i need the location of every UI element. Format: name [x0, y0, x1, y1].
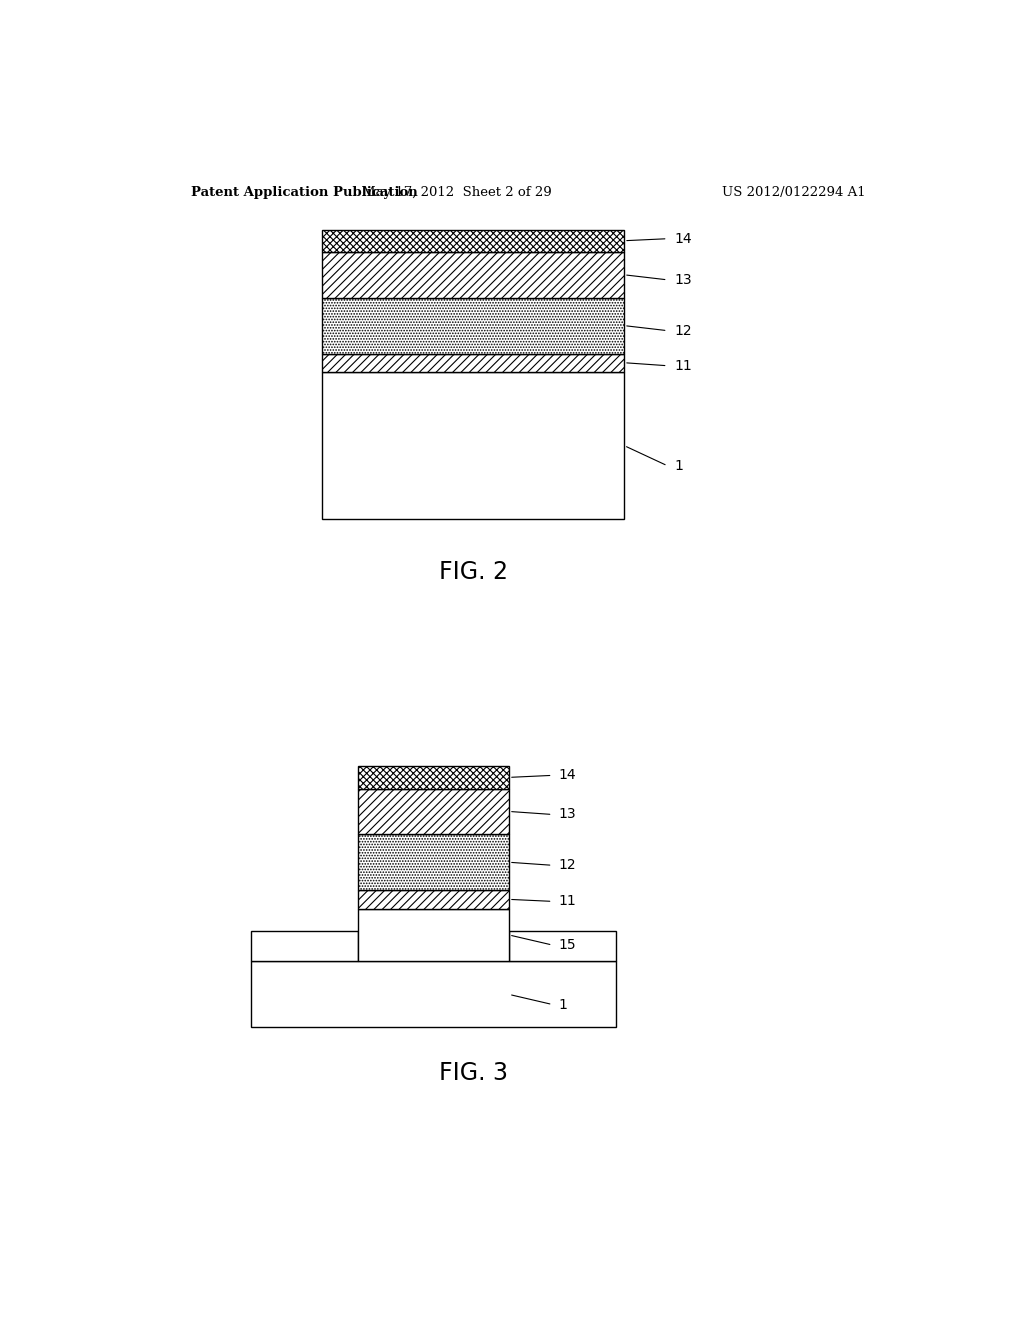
Text: 1: 1: [559, 998, 567, 1011]
Text: 13: 13: [559, 808, 577, 821]
Text: May 17, 2012  Sheet 2 of 29: May 17, 2012 Sheet 2 of 29: [362, 186, 552, 199]
Text: 14: 14: [674, 232, 691, 246]
Bar: [323, 252, 624, 297]
Text: 13: 13: [674, 273, 691, 286]
Bar: [251, 961, 616, 1027]
Text: 1: 1: [674, 459, 683, 473]
Bar: [323, 372, 624, 519]
Text: FIG. 2: FIG. 2: [438, 560, 508, 583]
Bar: [323, 354, 624, 372]
Bar: [323, 230, 624, 252]
Text: 12: 12: [559, 858, 577, 873]
Text: 11: 11: [559, 895, 577, 908]
Text: FIG. 3: FIG. 3: [438, 1061, 508, 1085]
Bar: [251, 931, 358, 961]
Text: 15: 15: [559, 939, 577, 952]
Bar: [358, 890, 509, 908]
Text: 12: 12: [674, 323, 691, 338]
Bar: [323, 297, 624, 354]
Bar: [358, 908, 509, 961]
Text: Patent Application Publication: Patent Application Publication: [191, 186, 418, 199]
Text: 14: 14: [559, 768, 577, 783]
Bar: [509, 931, 616, 961]
Text: US 2012/0122294 A1: US 2012/0122294 A1: [722, 186, 866, 199]
Text: 11: 11: [674, 359, 692, 372]
Bar: [358, 788, 509, 834]
Bar: [358, 766, 509, 788]
Bar: [358, 834, 509, 890]
